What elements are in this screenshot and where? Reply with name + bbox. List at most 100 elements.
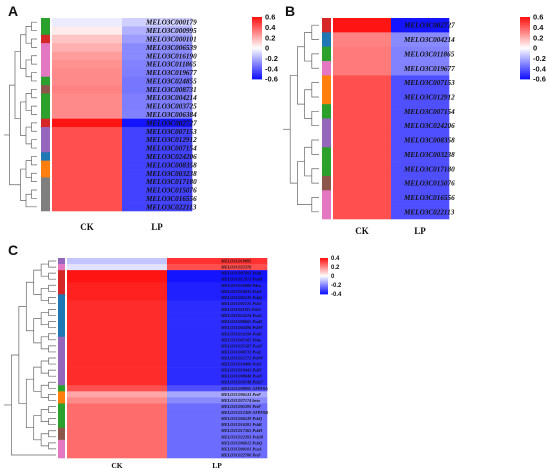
heatmap-cell xyxy=(67,361,168,368)
row-group-marker xyxy=(58,385,65,392)
row-group-marker xyxy=(41,76,50,86)
row-group-marker xyxy=(41,18,50,27)
heatmap-cell xyxy=(52,143,123,153)
colorbar-segment xyxy=(252,37,262,40)
heatmap-cell xyxy=(333,104,392,119)
row-label: MELO3C019895 xyxy=(220,259,252,264)
colorbar-segment xyxy=(520,48,530,50)
colorbar-segment xyxy=(520,77,530,80)
colorbar-segment xyxy=(252,21,262,24)
heatmap-cell xyxy=(122,51,193,61)
row-group-marker xyxy=(58,288,65,295)
colorbar-segment xyxy=(320,280,328,282)
row-label: MELO3C025376 xyxy=(220,265,252,270)
row-label: MELO3C022113 xyxy=(403,208,455,216)
dendrogram-branch xyxy=(48,369,56,377)
dendrogram-branch xyxy=(48,309,56,316)
row-group-marker xyxy=(322,204,331,220)
colorbar-segment xyxy=(320,258,328,261)
row-group-marker xyxy=(41,152,50,161)
colorbar-segment xyxy=(320,273,328,275)
colorbar-segment xyxy=(520,38,530,41)
colorbar-segment xyxy=(320,286,328,289)
colorbar-segment xyxy=(520,71,530,74)
heatmap-cell xyxy=(167,367,268,374)
dendrogram-branch xyxy=(20,101,26,136)
heatmap-cell xyxy=(122,85,193,94)
dendrogram-branch xyxy=(25,26,32,44)
colorbar-segment xyxy=(320,288,328,290)
dendrogram-branch xyxy=(48,260,56,268)
colorbar-segment xyxy=(252,49,262,52)
row-group-marker xyxy=(41,101,50,111)
heatmap-cell xyxy=(333,18,392,33)
heatmap-cell xyxy=(122,43,193,52)
colorbar-segment xyxy=(520,23,530,26)
dendrogram-branch xyxy=(304,89,312,119)
colorbar-segment xyxy=(320,267,328,269)
heatmap-cell xyxy=(122,194,193,203)
row-group-marker xyxy=(41,169,50,178)
heatmap-cell xyxy=(167,264,268,271)
heatmap-cell xyxy=(52,101,123,111)
dendrogram-branch xyxy=(31,189,37,199)
row-group-marker xyxy=(41,68,50,78)
row-label: MELO3C011865 xyxy=(145,61,197,69)
colorbar-segment xyxy=(520,63,530,66)
colorbar-segment xyxy=(520,44,530,47)
heatmap-cell xyxy=(167,348,268,356)
colorbar-segment xyxy=(252,65,262,67)
row-group-marker xyxy=(41,118,50,128)
row-label: MELO3C012971 PsaH xyxy=(220,277,263,282)
colorbar-segment xyxy=(520,32,530,35)
colorbar-segment xyxy=(320,277,328,280)
row-label: MELO3C008995 ATPF0A xyxy=(220,386,268,391)
heatmap-cell xyxy=(167,336,268,344)
colorbar-segment xyxy=(320,260,328,262)
row-group-marker xyxy=(322,75,331,91)
colorbar-segment xyxy=(320,281,328,283)
heatmap-cell xyxy=(391,190,450,205)
colorbar-segment xyxy=(320,264,328,266)
colorbar-segment xyxy=(252,72,262,75)
heatmap-cell xyxy=(67,415,168,422)
colorbar-tick-label: -0.4 xyxy=(533,64,547,73)
row-label: MELO3C018748 Psb27 xyxy=(220,380,264,385)
colorbar-segment xyxy=(320,263,328,265)
row-label: MELO3C008665 PsaD xyxy=(220,319,262,324)
heatmap-cell xyxy=(167,451,268,459)
row-label: MELO3C017180 xyxy=(403,165,455,173)
colorbar-tick-label: 0.2 xyxy=(265,33,275,42)
column-label: LP xyxy=(151,222,163,232)
colorbar-segment xyxy=(252,77,262,80)
colorbar-segment xyxy=(520,21,530,24)
heatmap-cell xyxy=(52,110,123,119)
row-label: MELO3C012369 ATPF0B xyxy=(220,410,268,415)
colorbar-segment xyxy=(320,259,328,262)
row-group-marker xyxy=(58,312,65,319)
heatmap-cell xyxy=(391,204,450,220)
dendrogram-branch xyxy=(311,139,319,155)
colorbar-segment xyxy=(320,272,328,274)
colorbar-segment xyxy=(520,30,530,33)
dendrogram-branch xyxy=(31,88,37,99)
colorbar-tick-label: 0 xyxy=(265,44,269,53)
heatmap-cell xyxy=(52,169,123,178)
dendrogram-branch xyxy=(40,312,49,326)
colorbar-segment xyxy=(320,293,328,295)
heatmap-cell xyxy=(391,89,450,105)
row-group-marker xyxy=(322,161,331,177)
colorbar-segment xyxy=(252,61,262,64)
column-label: CK xyxy=(355,226,369,236)
colorbar-segment xyxy=(320,276,328,279)
colorbar-segment xyxy=(252,46,262,49)
row-label: MELO3C016190 xyxy=(145,52,197,60)
heatmap-cell xyxy=(67,379,168,386)
dendrogram-branch xyxy=(40,336,49,350)
heatmap-cell xyxy=(167,342,268,350)
heatmap-cell xyxy=(122,18,193,27)
colorbar-segment xyxy=(520,72,530,75)
heatmap-cell xyxy=(52,51,123,61)
row-label: MELO3C000179 xyxy=(145,19,197,27)
row-label: MELO3C005395 PetF xyxy=(220,404,261,409)
